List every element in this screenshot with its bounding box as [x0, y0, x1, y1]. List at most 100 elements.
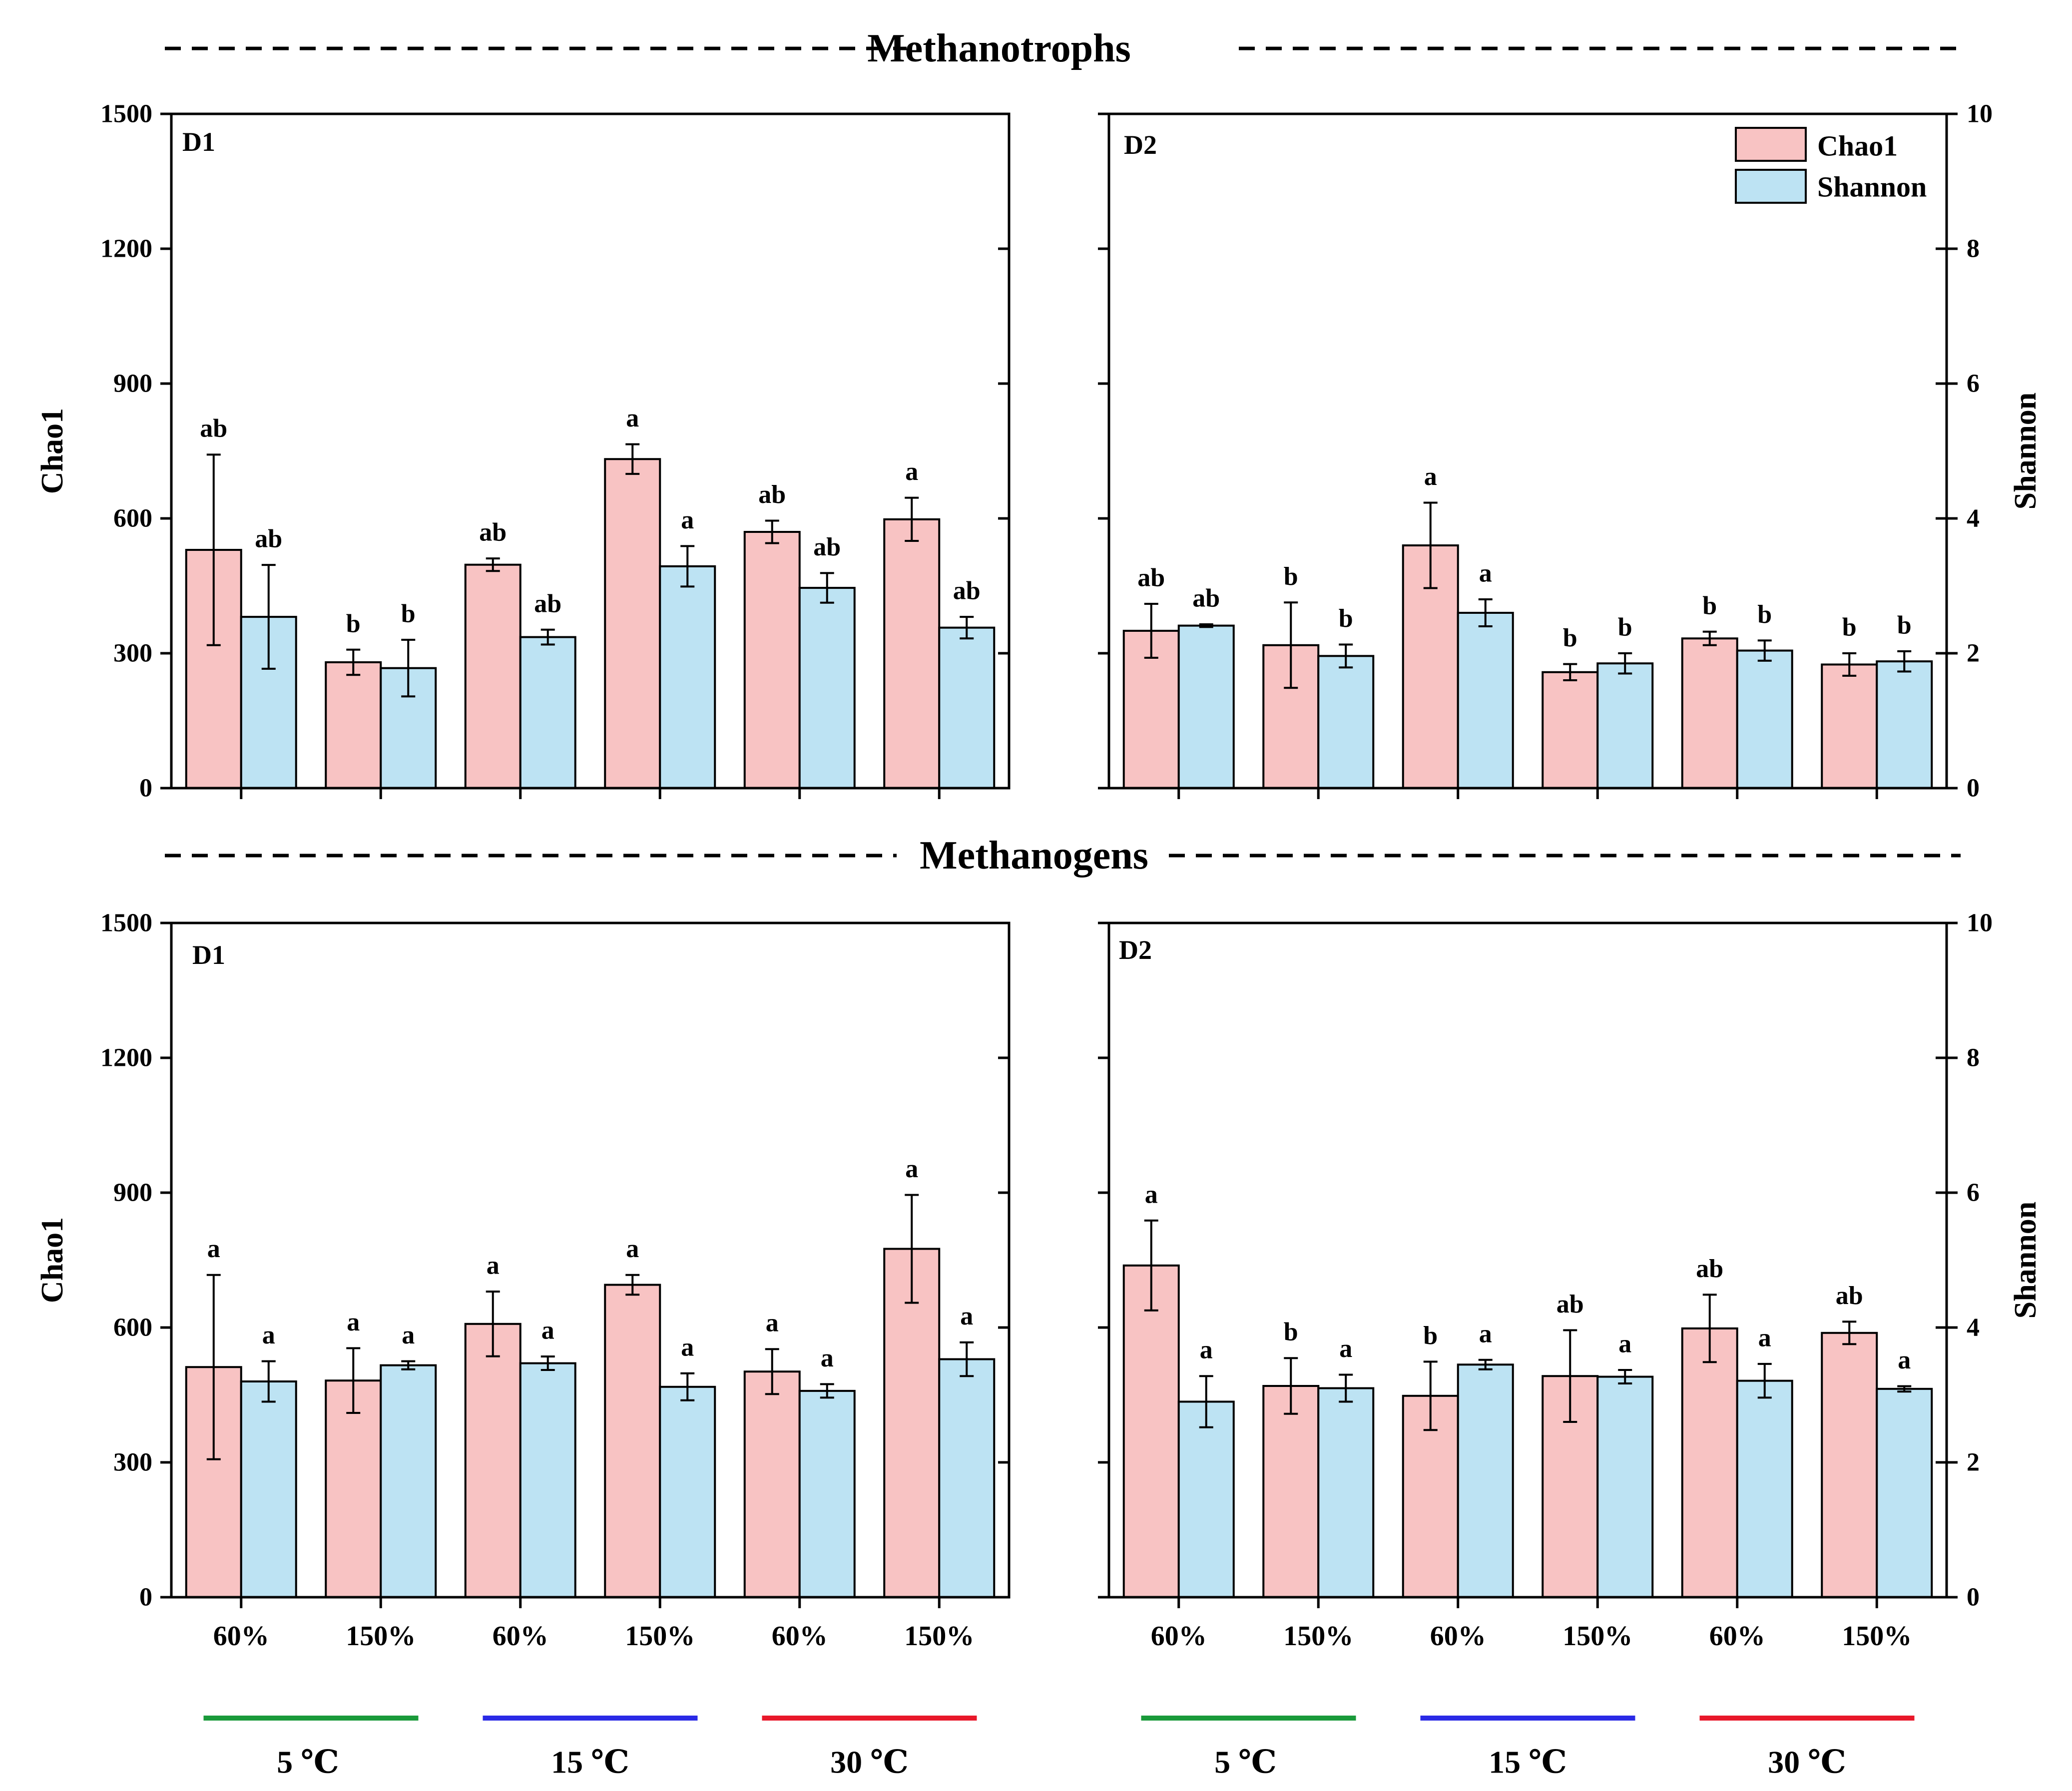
bar-shannon: [1457, 1363, 1514, 1598]
bar-chao1: [464, 1323, 521, 1599]
significance-letter: a: [1424, 462, 1437, 491]
significance-letter: b: [1423, 1322, 1438, 1350]
temperature-label: 5 ℃: [1214, 1745, 1277, 1780]
significance-letter: ab: [1836, 1282, 1863, 1310]
significance-letter: ab: [479, 518, 507, 547]
y2-axis-tick-label: 10: [1967, 909, 1993, 937]
y-axis-tick-label: 1200: [100, 1044, 152, 1072]
significance-letter: b: [1284, 562, 1298, 591]
plot-frame: [1107, 112, 1948, 790]
legend-chao1-swatch: [1735, 127, 1807, 162]
significance-letter: b: [1339, 604, 1353, 633]
bar-chao1: [1122, 1264, 1180, 1599]
significance-letter: b: [346, 609, 361, 638]
significance-letter: ab: [1556, 1290, 1584, 1319]
temperature-label: 15 ℃: [551, 1745, 629, 1780]
x-axis-tick-label: 60%: [493, 1621, 548, 1652]
y2-axis-tick-label: 6: [1967, 370, 1980, 398]
y2-axis-title: Shannon: [2009, 393, 2043, 509]
bar-chao1: [1681, 1327, 1738, 1599]
significance-letter: a: [1479, 559, 1492, 588]
bar-shannon: [798, 587, 856, 790]
significance-letter: a: [1618, 1330, 1631, 1358]
significance-letter: a: [347, 1308, 360, 1337]
y-axis-title: Chao1: [35, 1217, 69, 1303]
x-axis-tick-label: 150%: [1562, 1621, 1632, 1652]
significance-letter: ab: [200, 415, 227, 443]
y-axis-title: Chao1: [35, 408, 69, 494]
bar-shannon: [1317, 655, 1375, 790]
temperature-label: 15 ℃: [1489, 1745, 1567, 1780]
panel-label: D2: [1119, 935, 1152, 965]
significance-letter: a: [766, 1309, 779, 1338]
significance-letter: a: [960, 1302, 973, 1331]
y2-axis-tick-label: 10: [1967, 100, 1993, 128]
bar-chao1: [1821, 663, 1878, 789]
y-axis-tick-label: 600: [113, 1314, 152, 1342]
significance-letter: b: [1618, 613, 1632, 642]
bar-chao1: [1262, 1385, 1320, 1598]
significance-letter: a: [681, 1333, 694, 1361]
y2-axis-tick-label: 8: [1967, 235, 1980, 263]
significance-letter: a: [1898, 1346, 1911, 1374]
significance-letter: a: [1200, 1336, 1213, 1364]
panel-label: D1: [192, 940, 225, 970]
plot-frame: [1107, 921, 1948, 1599]
bar-chao1: [1681, 637, 1738, 790]
y2-axis-tick-label: 6: [1967, 1179, 1980, 1207]
y2-axis-tick-label: 8: [1967, 1044, 1980, 1072]
y2-axis-tick-label: 4: [1967, 1314, 1980, 1342]
x-axis-tick-label: 150%: [346, 1621, 416, 1652]
x-axis-tick-label: 60%: [1709, 1621, 1765, 1652]
significance-letter: b: [401, 600, 416, 628]
x-axis-tick-label: 150%: [1842, 1621, 1912, 1652]
y-axis-tick-label: 1200: [100, 235, 152, 263]
bar-chao1: [1542, 671, 1599, 790]
bar-shannon: [519, 1362, 576, 1599]
significance-letter: ab: [255, 525, 282, 553]
significance-letter: a: [1479, 1320, 1492, 1348]
bar-shannon: [1736, 1379, 1793, 1598]
temperature-label: 30 ℃: [830, 1745, 909, 1780]
y-axis-tick-label: 900: [113, 1179, 152, 1207]
significance-letter: b: [1897, 611, 1912, 639]
significance-letter: a: [626, 1235, 639, 1263]
bar-shannon: [1876, 660, 1933, 789]
significance-letter: ab: [758, 480, 786, 509]
bar-shannon: [938, 626, 996, 789]
bar-chao1: [325, 661, 382, 789]
x-axis-tick-label: 60%: [1430, 1621, 1486, 1652]
x-axis-tick-label: 60%: [213, 1621, 269, 1652]
y-axis-tick-label: 0: [139, 1583, 152, 1612]
significance-letter: b: [1842, 613, 1857, 642]
temperature-label: 5 ℃: [277, 1745, 339, 1780]
section-title-methanogens: Methanogens: [920, 834, 1148, 878]
panel-label: D2: [1124, 130, 1157, 160]
y-axis-tick-label: 300: [113, 639, 152, 668]
significance-letter: a: [1339, 1335, 1352, 1363]
bar-shannon: [1177, 624, 1235, 790]
x-axis-tick-label: 150%: [625, 1621, 695, 1652]
significance-letter: a: [207, 1235, 220, 1263]
significance-letter: a: [905, 457, 918, 486]
significance-letter: a: [1145, 1180, 1158, 1209]
significance-letter: ab: [1192, 584, 1220, 612]
significance-letter: a: [821, 1344, 834, 1372]
bar-shannon: [1736, 649, 1793, 789]
bar-chao1: [464, 563, 521, 789]
legend-shannon-swatch: [1735, 169, 1807, 204]
significance-letter: ab: [1696, 1255, 1723, 1283]
significance-letter: ab: [1137, 564, 1165, 592]
bar-shannon: [1177, 1400, 1235, 1598]
y2-axis-tick-label: 2: [1967, 639, 1980, 668]
bar-shannon: [1596, 1375, 1654, 1599]
bar-chao1: [604, 1284, 661, 1598]
bar-shannon: [659, 565, 716, 789]
x-axis-tick-label: 150%: [904, 1621, 974, 1652]
legend-shannon-label: Shannon: [1817, 171, 1927, 203]
significance-letter: ab: [953, 577, 981, 605]
significance-letter: b: [1702, 591, 1717, 620]
x-axis-tick-label: 60%: [772, 1621, 828, 1652]
